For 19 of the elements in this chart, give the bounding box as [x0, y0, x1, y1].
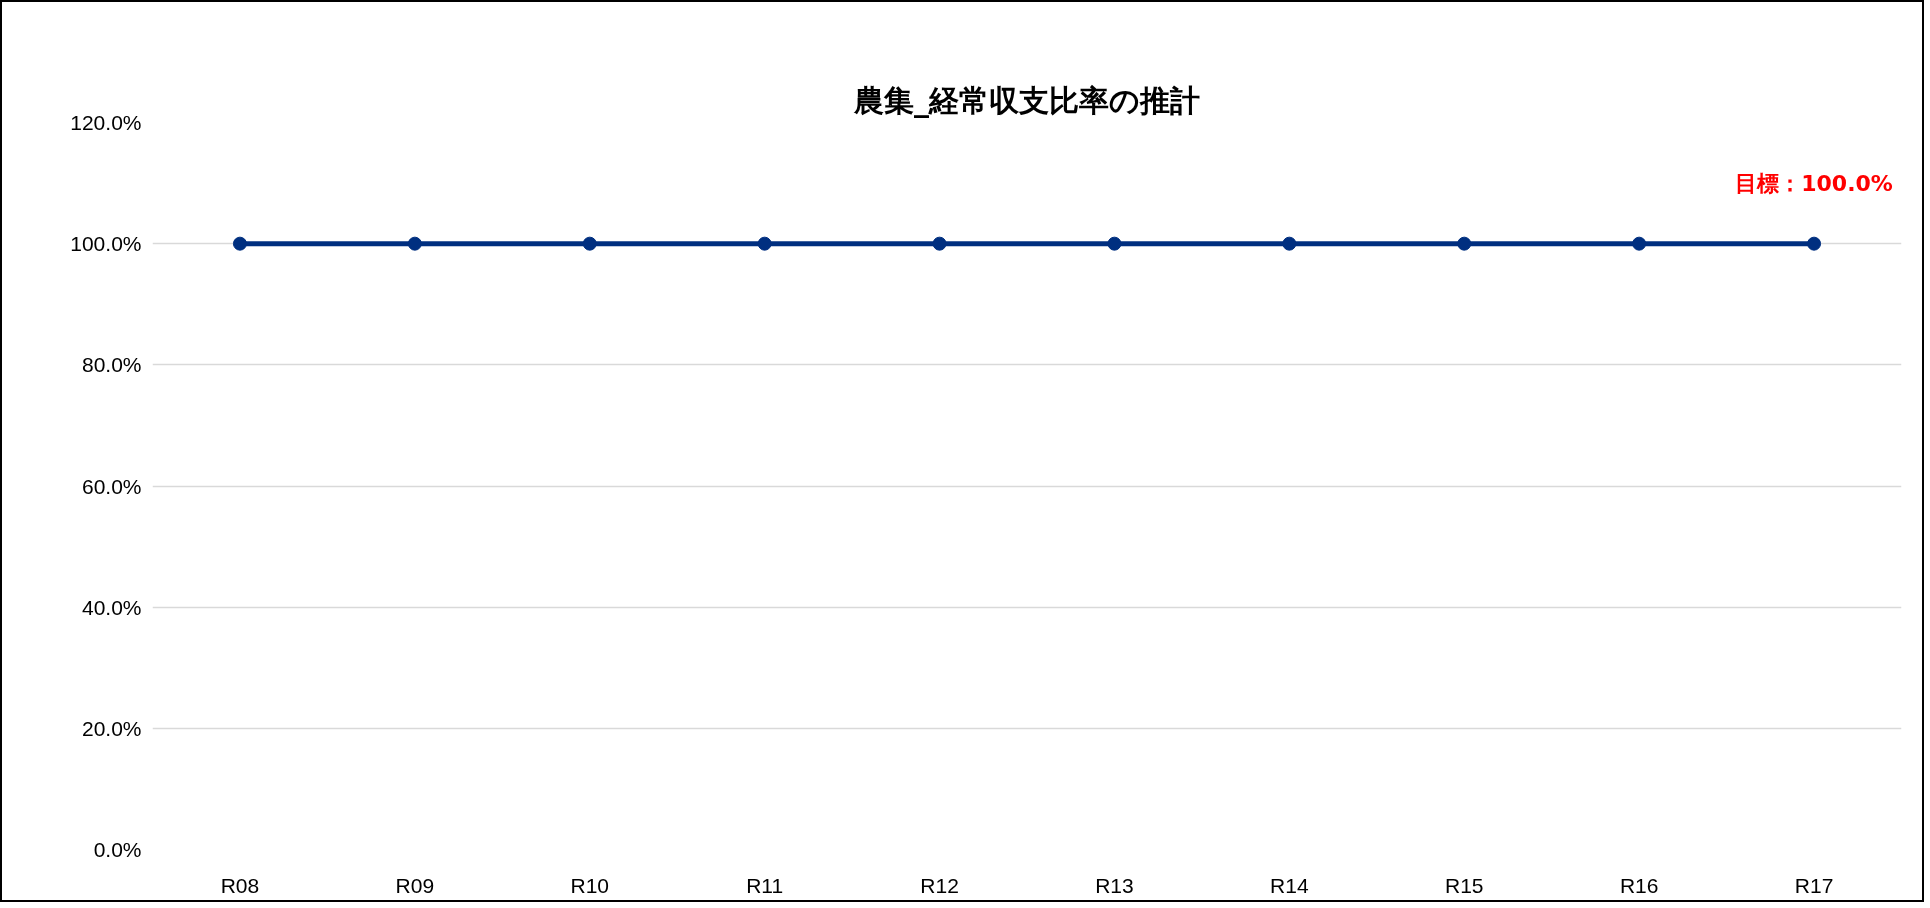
y-tick-label: 0.0% — [93, 838, 142, 861]
y-tick-label: 120.0% — [70, 111, 142, 134]
x-tick-label: R13 — [1095, 873, 1134, 897]
chart-title: 農集_経常収支比率の推計 — [853, 82, 1200, 118]
y-tick-label: 80.0% — [81, 353, 142, 377]
annotation: 目標：100.0% — [1735, 171, 1893, 197]
x-tick-label: R14 — [1270, 873, 1309, 897]
x-tick-label: R16 — [1619, 873, 1659, 897]
x-tick-label: R08 — [220, 873, 260, 897]
x-tick-label: R15 — [1444, 873, 1484, 897]
y-tick-label: 40.0% — [81, 595, 142, 619]
y-tick-label: 100.0% — [70, 232, 142, 256]
y-tick-label: 60.0% — [81, 474, 142, 498]
x-tick-label: R17 — [1794, 873, 1834, 897]
x-tick-label: R10 — [570, 873, 610, 897]
y-tick-label: 20.0% — [81, 716, 142, 740]
x-tick-label: R11 — [746, 873, 784, 897]
x-tick-label: R09 — [395, 873, 435, 897]
x-tick-label: R12 — [920, 873, 959, 897]
